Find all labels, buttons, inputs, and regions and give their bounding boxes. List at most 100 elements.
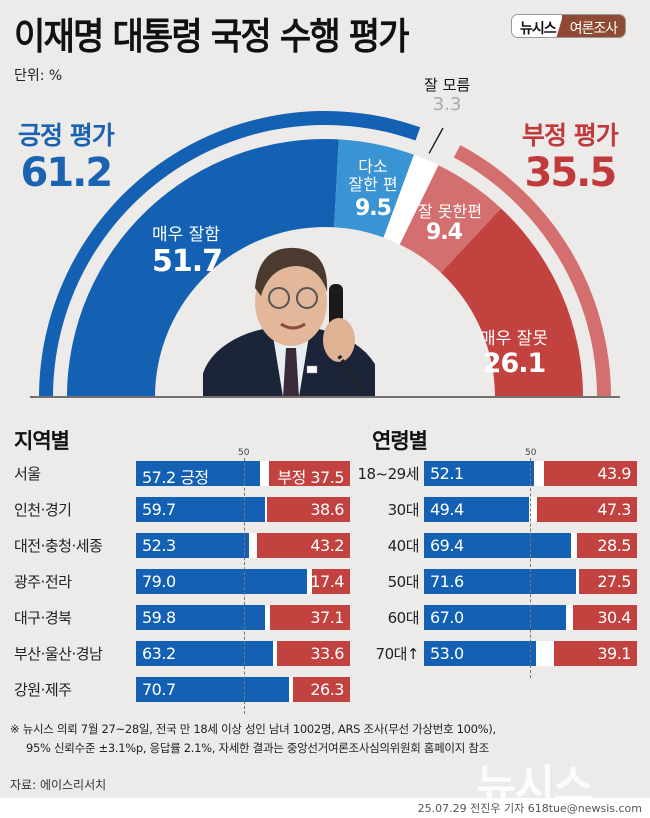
somewhat-good-value: 9.5 [355, 196, 392, 222]
region-reference-line-50 [244, 458, 245, 714]
somewhat-bad-segment-label: 잘 못한편 9.4 [418, 203, 482, 245]
region-positive-value: 59.7 [142, 500, 176, 519]
somewhat-bad-value: 9.4 [426, 219, 463, 245]
survey-note-line-2: 95% 신뢰수준 ±3.1%p, 응답률 2.1%, 자세한 결과는 중앙선거여… [26, 741, 489, 755]
region-negative-bar: 부정 37.5 [269, 461, 350, 487]
age-section-title: 연령별 [372, 429, 428, 453]
region-positive-bar: 52.3 [136, 533, 249, 558]
very-good-segment-label: 매우 잘함 51.7 [152, 226, 223, 279]
credit-line: 25.07.29 전진우 기자 618tue@newsis.com [417, 802, 642, 815]
region-positive-value: 70.7 [142, 680, 176, 699]
region-positive-value: 79.0 [142, 572, 176, 591]
region-positive-value: 63.2 [142, 644, 176, 663]
positive-value: 61.2 [20, 150, 114, 196]
age-positive-bar: 69.4 [424, 533, 572, 558]
age-positive-bar: 71.6 [424, 569, 576, 594]
age-negative-value: 27.5 [597, 572, 631, 591]
region-row-label: 부산·울산·경남 [14, 645, 103, 663]
unit-label: 단위: % [14, 68, 63, 84]
very-good-value: 51.7 [152, 243, 223, 279]
age-negative-value: 47.3 [597, 500, 631, 519]
region-negative-value: 38.6 [310, 500, 344, 519]
newsis-watermark: 뉴시스 [476, 761, 593, 812]
age-row-label: 60대 [387, 609, 420, 627]
region-negative-value: 17.4 [310, 572, 344, 591]
age-negative-bar: 30.4 [572, 605, 637, 630]
age-axis-50: 50 [525, 448, 537, 458]
age-positive-value: 69.4 [430, 536, 464, 555]
age-negative-bar: 47.3 [536, 497, 637, 522]
region-negative-value: 43.2 [310, 536, 344, 555]
very-bad-segment [440, 208, 583, 397]
age-negative-value: 28.5 [597, 536, 631, 555]
age-positive-value: 52.1 [430, 464, 464, 483]
region-negative-bar: 17.4 [310, 569, 350, 594]
region-positive-bar: 79.0 [136, 569, 307, 594]
survey-note-line-1: ※ 뉴시스 의뢰 7월 27~28일, 전국 만 18세 이상 성인 남녀 10… [10, 722, 496, 736]
age-negative-value: 43.9 [597, 464, 631, 483]
age-row-label: 18~29세 [357, 465, 419, 483]
negative-label: 부정 평가 [522, 121, 619, 150]
badge-category: 여론조사 [555, 15, 626, 37]
negative-outer-ring [453, 145, 611, 397]
region-negative-bar: 37.1 [269, 605, 350, 630]
age-negative-value: 39.1 [597, 644, 631, 663]
age-negative-bar: 28.5 [576, 533, 637, 558]
age-positive-bar: 49.4 [424, 497, 529, 522]
age-reference-line-50 [530, 458, 531, 678]
region-negative-value: 37.1 [310, 608, 344, 627]
somewhat-good-label-1: 다소 [358, 157, 388, 176]
region-row-label: 인천·경기 [14, 501, 72, 519]
survey-note: ※ 뉴시스 의뢰 7월 27~28일, 전국 만 18세 이상 성인 남녀 10… [10, 720, 496, 758]
age-negative-bar: 27.5 [578, 569, 637, 594]
somewhat-bad-segment [399, 165, 502, 273]
age-positive-value: 71.6 [430, 572, 464, 591]
age-row-label: 50대 [387, 573, 420, 591]
approval-donut-chart [39, 110, 611, 397]
age-positive-value: 53.0 [430, 644, 464, 663]
somewhat-good-segment-label: 다소 잘한 편 9.5 [340, 158, 406, 221]
page-title: 이재명 대통령 국정 수행 평가 [14, 15, 410, 58]
age-positive-bar: 53.0 [424, 641, 537, 666]
region-negative-value: 부정 37.5 [277, 468, 344, 487]
credit-strip [0, 798, 650, 818]
very-good-segment [67, 139, 339, 397]
region-positive-bar: 70.7 [136, 677, 289, 702]
region-negative-bar: 26.3 [293, 677, 350, 702]
very-bad-segment-label: 매우 잘못 26.1 [480, 330, 548, 378]
age-positive-bar: 52.1 [424, 461, 535, 486]
positive-summary: 긍정 평가 61.2 [18, 116, 115, 196]
donut-baseline [30, 396, 620, 398]
age-positive-value: 49.4 [430, 500, 464, 519]
region-negative-value: 33.6 [310, 644, 344, 663]
region-row-label: 광주·전라 [14, 573, 72, 591]
region-positive-bar: 59.8 [136, 605, 266, 630]
dont-know-segment [383, 154, 439, 245]
region-positive-bar: 59.7 [136, 497, 265, 522]
region-negative-value: 26.3 [310, 680, 344, 699]
age-negative-bar: 39.1 [554, 641, 637, 666]
region-positive-bar: 57.2 긍정 [136, 461, 260, 487]
region-negative-bar: 43.2 [256, 533, 350, 558]
age-negative-bar: 43.9 [543, 461, 637, 486]
region-negative-bar: 33.6 [277, 641, 350, 666]
dont-know-value: 3.3 [432, 94, 462, 115]
age-positive-bar: 67.0 [424, 605, 567, 630]
age-row-label: 30대 [387, 501, 420, 519]
somewhat-bad-label: 잘 못한편 [418, 202, 482, 221]
negative-value: 35.5 [524, 150, 618, 196]
region-row-label: 서울 [14, 465, 41, 483]
age-row-label: 40대 [387, 537, 420, 555]
age-row-label: 70대↑ [375, 645, 420, 663]
dont-know-label: 잘 모름 [424, 76, 471, 94]
region-positive-value: 52.3 [142, 536, 176, 555]
region-row-label: 대구·경북 [14, 609, 72, 627]
very-bad-value: 26.1 [482, 347, 547, 379]
negative-summary: 부정 평가 35.5 [522, 116, 619, 196]
dont-know-leader-line [428, 127, 444, 154]
source-label: 자료: 에이스리서치 [10, 778, 107, 792]
newsis-poll-badge: 뉴시스 여론조사 [511, 14, 627, 38]
region-negative-bar: 38.6 [266, 497, 350, 522]
age-negative-value: 30.4 [597, 608, 631, 627]
region-row-label: 대전·충청·세종 [14, 537, 103, 555]
